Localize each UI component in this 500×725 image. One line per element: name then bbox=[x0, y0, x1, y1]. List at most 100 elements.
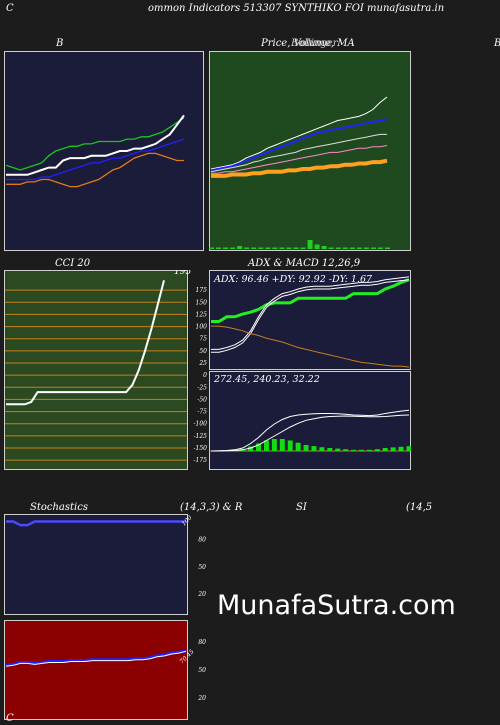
stoch-tick-label: 50 bbox=[198, 564, 206, 571]
adx-chart bbox=[209, 270, 411, 370]
cci-tick-label: 175 bbox=[196, 287, 208, 294]
bollinger-series-lower bbox=[6, 152, 184, 188]
price-panel bbox=[209, 51, 411, 251]
cci-title: CCI 20 bbox=[55, 258, 91, 269]
volume-bar bbox=[300, 247, 306, 249]
macd-histogram-bar bbox=[358, 449, 364, 451]
bollinger-series-ma bbox=[6, 138, 185, 181]
macd-histogram-bar bbox=[366, 449, 372, 451]
stoch-tick-label: 80 bbox=[198, 537, 206, 544]
macd-series-signal bbox=[211, 414, 410, 452]
stoch-panel: 80 50 20 100 bbox=[4, 514, 209, 615]
volume-bar bbox=[342, 247, 348, 249]
macd-histogram-bar bbox=[256, 443, 262, 451]
volume-bar bbox=[237, 246, 243, 249]
stoch-tick-label: 20 bbox=[197, 591, 206, 598]
rsi-series-rsi bbox=[5, 649, 187, 667]
page-title: ommon Indicators 513307 SYNTHIKO FOI mun… bbox=[148, 3, 445, 14]
volume-bar bbox=[209, 247, 214, 249]
price-chart bbox=[209, 51, 411, 251]
macd-histogram-bar bbox=[374, 449, 380, 451]
price-title: Price, Volume, MA bbox=[261, 38, 355, 49]
volume-bar bbox=[307, 240, 313, 249]
macd-histogram-bar bbox=[271, 439, 277, 451]
cci-tick-label: 150 bbox=[196, 299, 208, 306]
price-series-ma_white2 bbox=[210, 133, 387, 173]
stoch-params: (14,3,3) & R bbox=[180, 502, 243, 513]
macd-histogram-bar bbox=[303, 445, 309, 451]
macd-histogram-bar bbox=[295, 442, 301, 451]
bollinger-series-middle bbox=[6, 114, 185, 176]
cci-tick-label: -150 bbox=[194, 445, 208, 452]
watermark: MunafaSutra.com bbox=[217, 590, 456, 621]
rsi-params: (14,5 bbox=[406, 502, 433, 513]
rsi-panel: 80 50 20 70.45 bbox=[4, 620, 209, 720]
stoch-line bbox=[6, 520, 186, 527]
macd-series-macd bbox=[210, 409, 410, 452]
volume-bar bbox=[272, 247, 278, 249]
macd-histogram-bar bbox=[398, 446, 404, 451]
macd-histogram-bar bbox=[327, 448, 333, 451]
cci-tick-label: 50 bbox=[199, 348, 207, 355]
adx-series-band bbox=[211, 279, 410, 353]
volume-bar bbox=[335, 247, 341, 249]
cci-tick-label: 0 bbox=[203, 372, 207, 379]
adx-series-+di bbox=[211, 276, 410, 350]
macd-histogram-bar bbox=[351, 449, 357, 451]
bollinger-chart bbox=[4, 51, 204, 251]
volume-bar bbox=[349, 247, 355, 249]
cci-tick-label: 75 bbox=[199, 336, 207, 343]
macd-label: 272.45, 240.23, 32.22 bbox=[214, 374, 320, 385]
cci-tick-label: -25 bbox=[197, 384, 207, 391]
volume-bar bbox=[223, 247, 229, 249]
volume-bar bbox=[216, 247, 222, 249]
cci-tick-label: -175 bbox=[194, 457, 208, 464]
rsi-tick-label: 80 bbox=[198, 639, 206, 646]
macd-histogram-bar bbox=[311, 446, 317, 451]
macd-histogram-bar bbox=[279, 439, 285, 451]
rsi-tick-label: 50 bbox=[198, 667, 206, 674]
volume-bar bbox=[356, 247, 362, 249]
volume-bar bbox=[265, 247, 271, 249]
adx-panel: ADX: 96.46 +DY: 92.92 -DY: 1.67 bbox=[209, 270, 411, 370]
cci-tick-label: -50 bbox=[197, 396, 207, 403]
footer-letter: C bbox=[6, 713, 14, 724]
volume-bar bbox=[244, 247, 250, 249]
cci-chart: 175 150 125 100 75 50 25 0 -25 -50 -75 -100 -125 -150… bbox=[4, 270, 208, 470]
cci-line bbox=[6, 280, 165, 406]
bollinger-title: B bbox=[56, 38, 64, 49]
price-overlay-title: Bollinger bbox=[291, 38, 338, 49]
price-series-price bbox=[210, 96, 388, 170]
volume-bar bbox=[321, 246, 327, 249]
volume-bar bbox=[279, 247, 285, 249]
rsi-series-rsi_white bbox=[5, 650, 187, 667]
macd-chart bbox=[209, 371, 411, 470]
cci-tick-label: 25 bbox=[198, 360, 207, 367]
price-series-ma_pink bbox=[211, 145, 388, 174]
cci-last-label: 195 bbox=[174, 270, 191, 277]
volume-bar bbox=[293, 247, 299, 249]
macd-histogram-bar bbox=[319, 447, 325, 451]
volume-bar bbox=[370, 247, 376, 249]
macd-histogram-bar bbox=[343, 449, 349, 451]
header-left-letter: C bbox=[6, 3, 14, 14]
volume-bar bbox=[314, 244, 320, 249]
cci-tick-label: -100 bbox=[194, 421, 208, 428]
macd-panel: 272.45, 240.23, 32.22 bbox=[209, 371, 411, 470]
adx-series-adx bbox=[211, 278, 410, 323]
rsi-tick-label: 20 bbox=[197, 695, 206, 702]
bollinger-panel bbox=[4, 51, 204, 251]
macd-histogram-bar bbox=[382, 448, 388, 451]
macd-histogram-bar bbox=[390, 447, 396, 451]
bollinger-series-upper bbox=[5, 117, 185, 171]
volume-bar bbox=[258, 247, 264, 249]
volume-bar bbox=[286, 247, 292, 249]
macd-histogram-bar bbox=[248, 446, 254, 451]
price-series-ma_orange bbox=[211, 158, 388, 178]
price-series-ma_blue bbox=[210, 118, 388, 172]
adx-label: ADX: 96.46 +DY: 92.92 -DY: 1.67 bbox=[214, 274, 373, 285]
macd-histogram-bar bbox=[335, 448, 341, 451]
stoch-title: Stochastics bbox=[30, 502, 88, 513]
